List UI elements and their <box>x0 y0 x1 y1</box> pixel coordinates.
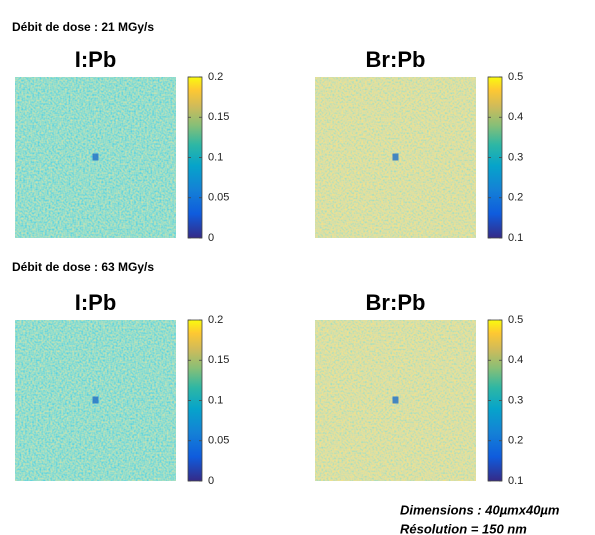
map-spot <box>92 153 99 161</box>
footer-line: Résolution = 150 nm <box>400 521 527 535</box>
map-spot <box>92 396 99 404</box>
colorbar-tick-label: 0 <box>208 475 214 487</box>
colorbar-tick-label: 0.1 <box>508 232 523 244</box>
colorbar-tick-label: 0.2 <box>508 192 523 204</box>
colorbar-tick-label: 0.2 <box>508 435 523 447</box>
footer-line: Dimensions : 40µmx40µm <box>400 502 560 517</box>
panel-title: I:Pb <box>75 290 117 315</box>
colorbar-tick-label: 0.15 <box>208 354 229 366</box>
map-spot <box>392 396 399 404</box>
colorbar-tick-label: 0.2 <box>208 71 223 83</box>
panel-title: Br:Pb <box>366 47 426 72</box>
colorbar-tick-label: 0.3 <box>508 394 523 406</box>
colorbar-tick-label: 0.1 <box>208 394 223 406</box>
colorbar-tick-label: 0.05 <box>208 192 229 204</box>
colorbar-tick-label: 0.1 <box>508 475 523 487</box>
panel-title: I:Pb <box>75 47 117 72</box>
colorbar-tick-label: 0.5 <box>508 71 523 83</box>
colorbar-tick-label: 0.4 <box>508 111 523 123</box>
colorbar-tick-label: 0.3 <box>508 151 523 163</box>
colorbar-tick-label: 0.05 <box>208 435 229 447</box>
section-heading: Débit de dose : 63 MGy/s <box>12 260 154 274</box>
colorbar-tick-label: 0.4 <box>508 354 523 366</box>
section-heading: Débit de dose : 21 MGy/s <box>12 20 154 34</box>
colorbar-tick-label: 0.15 <box>208 111 229 123</box>
colorbar-tick-label: 0 <box>208 232 214 244</box>
panel-title: Br:Pb <box>366 290 426 315</box>
colorbar-tick-label: 0.1 <box>208 151 223 163</box>
map-spot <box>392 153 399 161</box>
colorbar-tick-label: 0.5 <box>508 314 523 326</box>
colorbar-tick-label: 0.2 <box>208 314 223 326</box>
